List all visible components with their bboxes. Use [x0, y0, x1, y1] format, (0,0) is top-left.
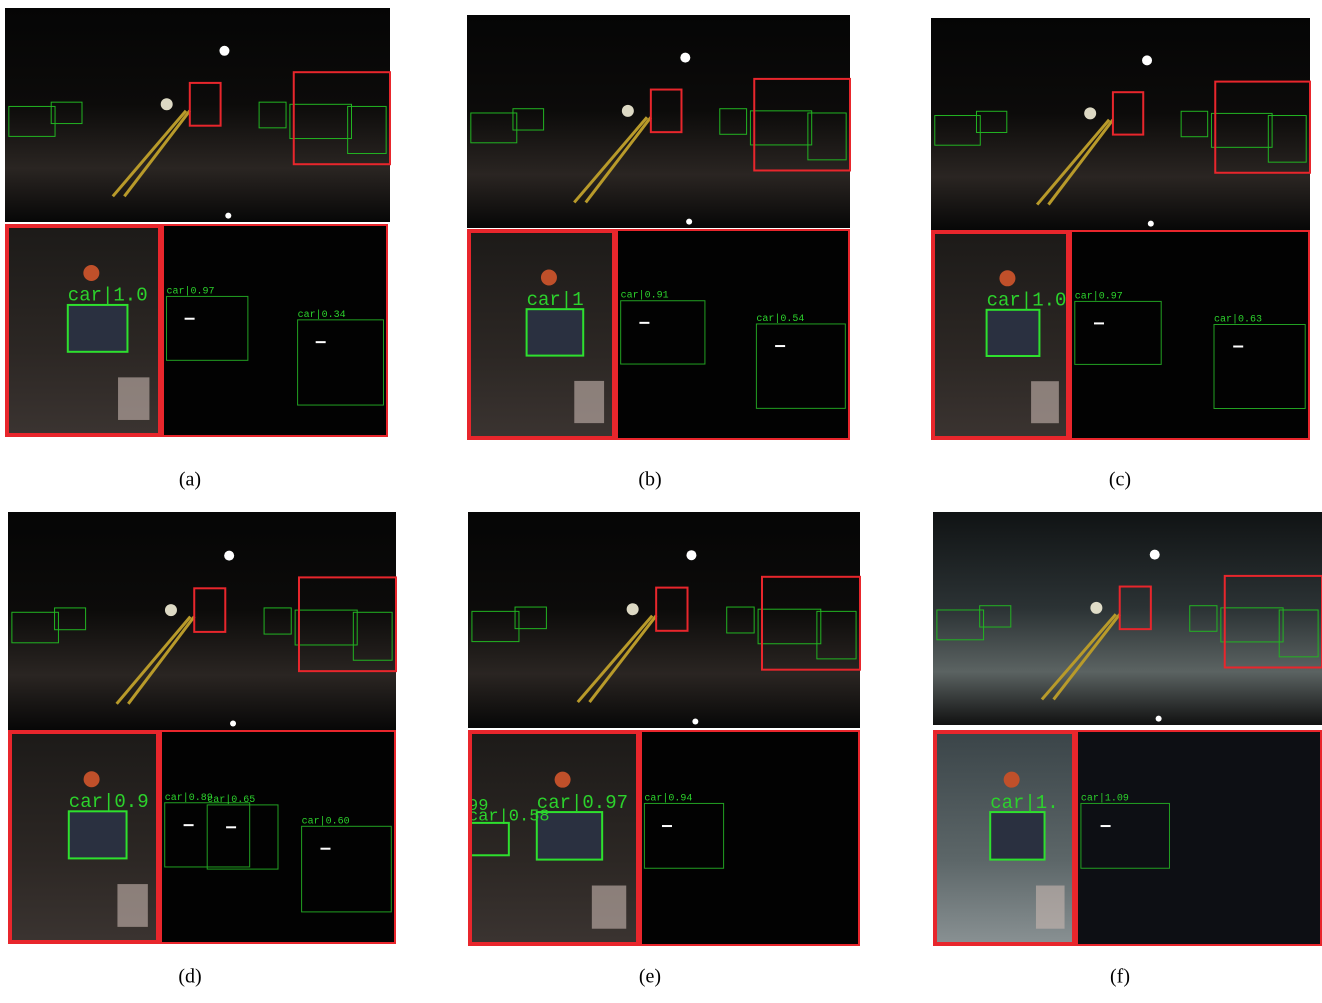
sign-light	[83, 265, 99, 281]
street-lamp	[686, 550, 696, 560]
reflection	[225, 213, 231, 219]
detection-label: car|0.34	[298, 309, 346, 321]
car-box	[527, 309, 584, 355]
car-light	[1094, 322, 1104, 324]
car-box	[68, 305, 128, 352]
car-light	[226, 826, 236, 828]
scene	[8, 512, 396, 730]
detection-label: car|0.63	[1214, 314, 1262, 326]
reflection	[230, 720, 236, 726]
caption: (a)	[179, 469, 201, 491]
detection-label: car|0.97	[167, 285, 215, 297]
reflection	[686, 219, 692, 225]
car-light	[185, 318, 195, 320]
street-lamp	[219, 46, 229, 56]
caption: (e)	[639, 966, 661, 988]
detection-label: car|1.09	[1081, 792, 1129, 804]
detection-label: car|0.94	[644, 792, 692, 804]
street-lamp	[224, 551, 234, 561]
scene	[5, 8, 390, 222]
detection-label: car|0.97	[1075, 290, 1123, 302]
scene	[467, 15, 850, 228]
post	[1031, 381, 1059, 423]
detection-label: car|1.0	[68, 285, 148, 307]
car-light	[316, 341, 326, 343]
headlights	[627, 603, 639, 615]
sign-light	[999, 270, 1015, 286]
post	[574, 381, 604, 423]
reflection	[692, 719, 698, 725]
headlights	[161, 98, 173, 110]
detection-label: car|1	[527, 289, 584, 311]
car-light	[662, 825, 672, 827]
detection-label: car|0.97	[537, 792, 628, 814]
headlights	[1084, 107, 1096, 119]
post	[117, 884, 147, 927]
scene	[931, 18, 1310, 230]
detection-label: car|0.60	[302, 815, 350, 827]
caption: (f)	[1110, 966, 1130, 988]
caption: (d)	[178, 966, 201, 988]
headlights	[1090, 602, 1102, 614]
reflection	[1148, 221, 1154, 227]
street-lamp	[680, 53, 690, 63]
car-light	[639, 322, 649, 324]
sign-light	[1004, 772, 1020, 788]
street-lamp	[1142, 55, 1152, 65]
car-light	[184, 824, 194, 826]
scene	[933, 512, 1322, 725]
detection-label: car|0.91	[621, 290, 669, 302]
caption: (c)	[1109, 469, 1131, 491]
car-box	[990, 812, 1044, 860]
car-light	[775, 345, 785, 347]
page: car|1.0 car|0.97 car|0.34 (a) car|1 car|0.91 c…	[0, 0, 1322, 1003]
caption: (b)	[638, 469, 661, 491]
detection-label: car|0.9	[69, 791, 149, 813]
scene	[468, 512, 860, 728]
headlights	[165, 604, 177, 616]
car-light	[320, 848, 330, 850]
detection-label: car|1.0	[987, 290, 1067, 312]
zoom-inset	[1076, 730, 1322, 946]
sign-light	[555, 772, 571, 788]
street-lamp	[1150, 550, 1160, 560]
zoom-inset	[640, 730, 860, 946]
sign-light	[84, 771, 100, 787]
post	[1036, 886, 1065, 929]
detection-label: car|0.65	[207, 794, 255, 806]
post	[118, 377, 149, 420]
car-light	[1233, 346, 1243, 348]
detection-label: car|1.	[990, 792, 1058, 814]
figure: car|1.0 car|0.97 car|0.34 (a) car|1 car|0.91 c…	[0, 0, 1322, 1003]
car-box	[69, 811, 127, 858]
car-light	[1101, 825, 1111, 827]
post	[592, 886, 626, 929]
reflection	[1156, 716, 1162, 722]
detection-label: car|0.54	[756, 313, 804, 325]
sign-light	[541, 270, 557, 286]
car-box	[987, 310, 1040, 356]
headlights	[622, 105, 634, 117]
detection-label: car|0.89	[165, 792, 213, 804]
